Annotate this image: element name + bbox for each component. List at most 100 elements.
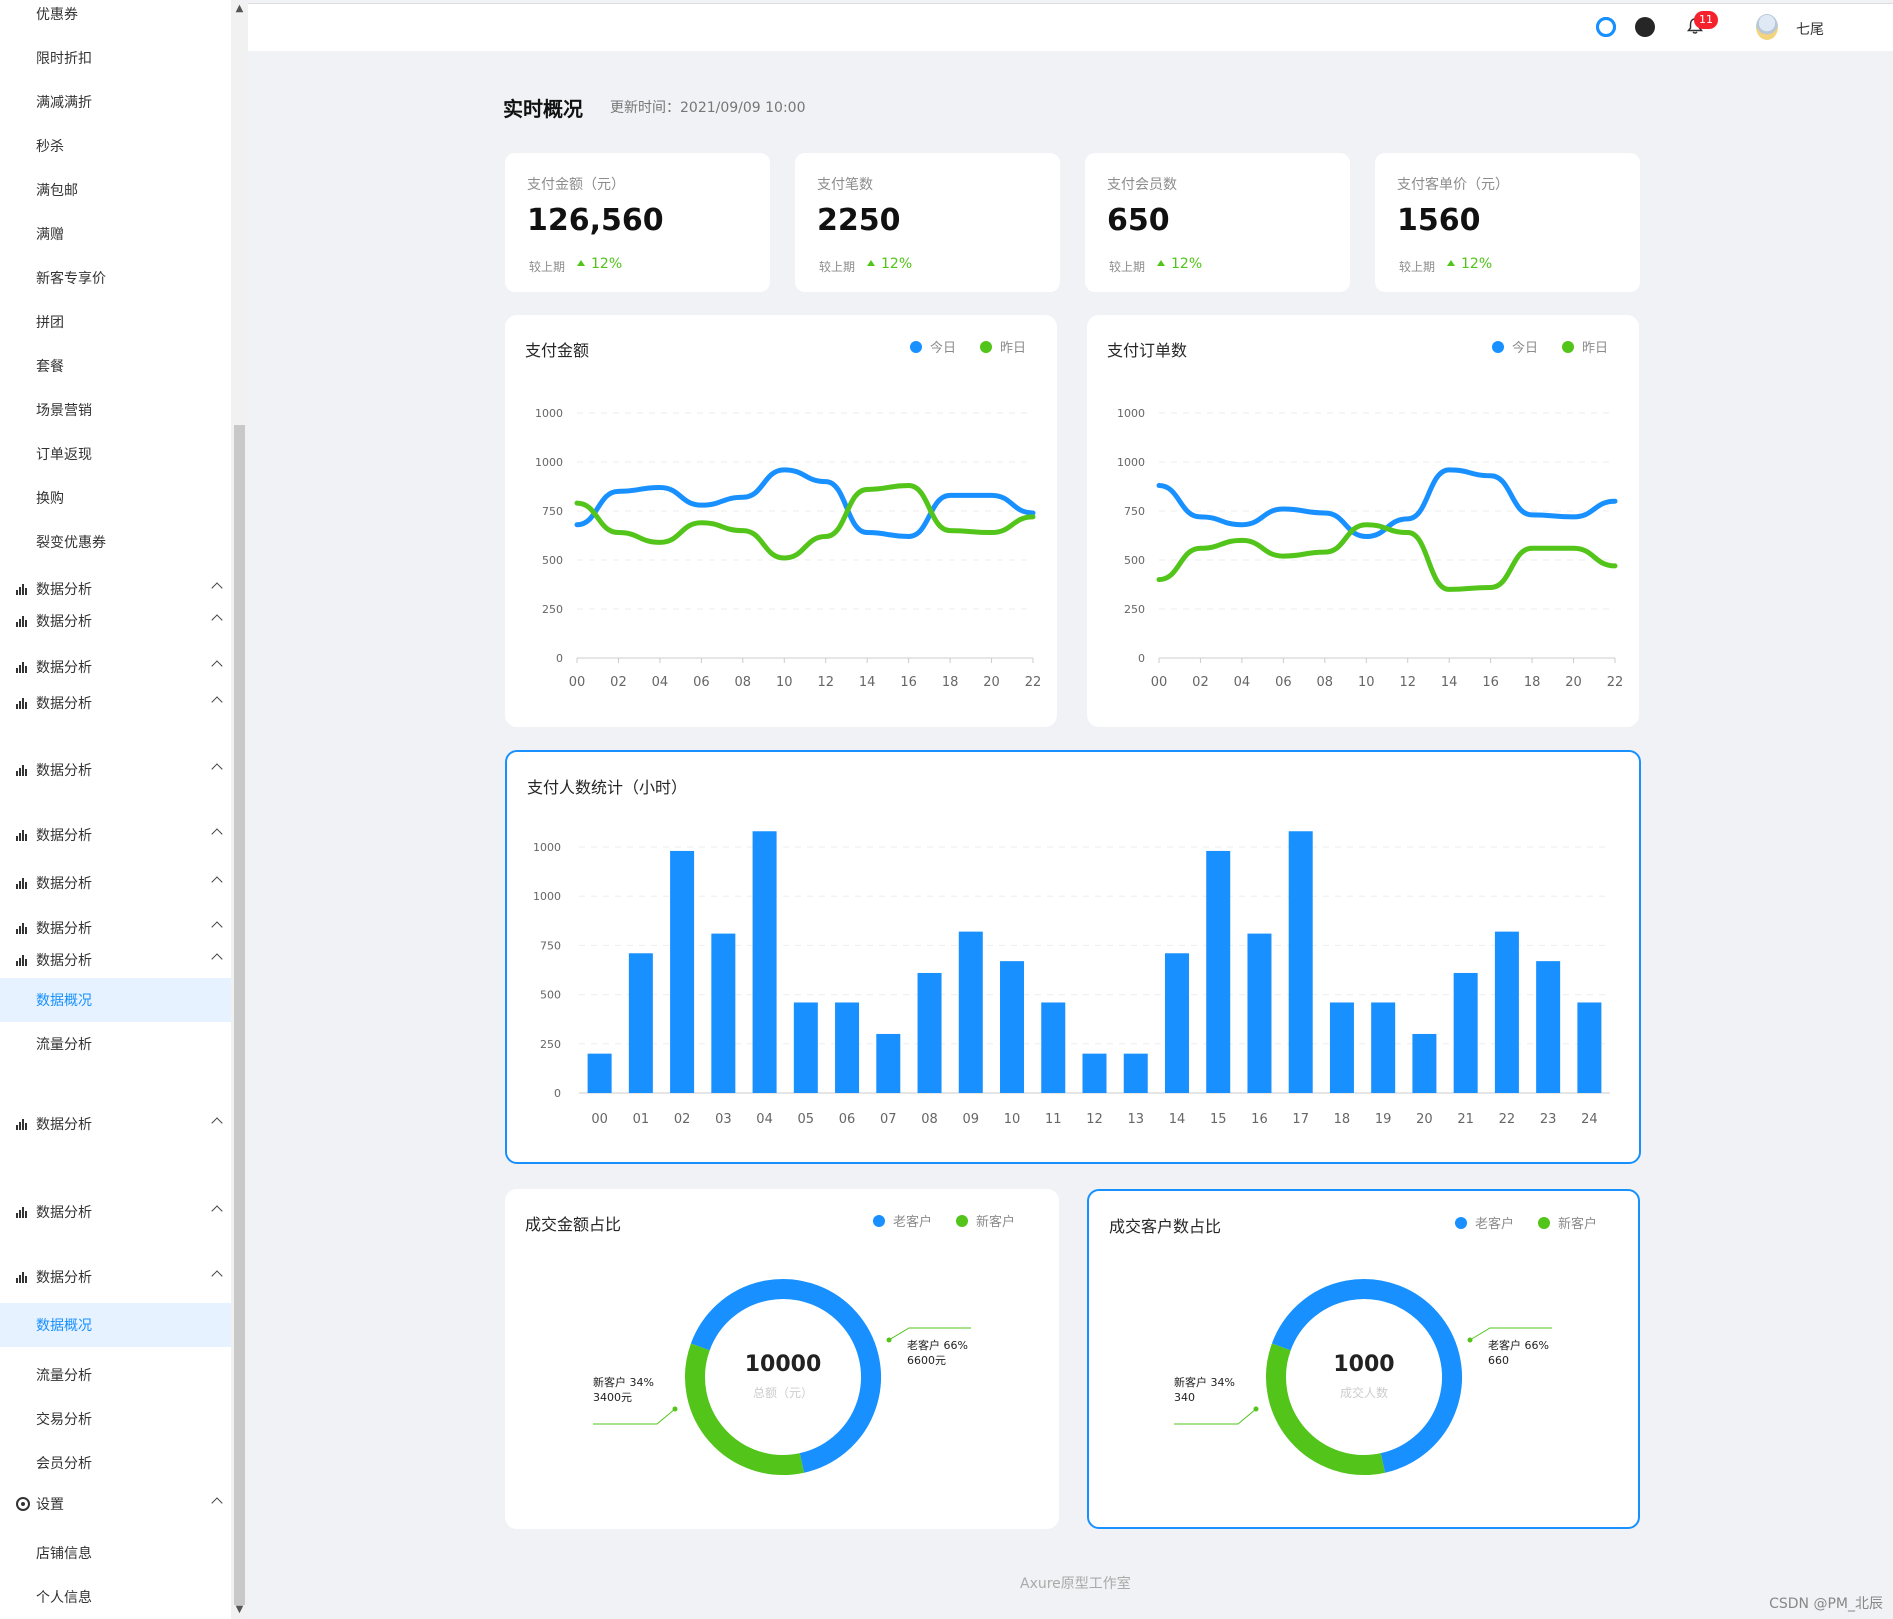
- sidebar-scrollbar[interactable]: ▲ ▼: [231, 0, 248, 1619]
- sidebar-group-data-analysis[interactable]: 数据分析: [0, 1255, 231, 1299]
- sidebar-item[interactable]: 限时折扣: [0, 36, 231, 80]
- sidebar-item-label: 秒杀: [36, 139, 64, 155]
- sidebar-item-label: 数据分析: [36, 876, 92, 892]
- legend-item-yesterday[interactable]: 昨日: [1562, 337, 1608, 356]
- y-tick-label: 1000: [1117, 456, 1145, 469]
- sidebar-item[interactable]: 数据概况: [0, 978, 231, 1022]
- x-tick-label: 14: [1169, 1112, 1186, 1127]
- sidebar-item[interactable]: 换购: [0, 476, 231, 520]
- sidebar-item[interactable]: 数据概况: [0, 1303, 231, 1347]
- sidebar-item[interactable]: 交易分析: [0, 1397, 231, 1441]
- bar-chart-icon: [16, 1118, 30, 1130]
- x-tick-label: 06: [693, 675, 710, 690]
- bar: [1041, 1002, 1066, 1093]
- sidebar-item[interactable]: 满减满折: [0, 80, 231, 124]
- scroll-up-icon[interactable]: ▲: [235, 3, 244, 14]
- sidebar-group-data-analysis[interactable]: 数据分析: [0, 813, 231, 857]
- deal-amount-share-card: 成交金额占比 老客户 新客户 10000 总额（元） 老客户 66% 6600元 新客户…: [505, 1189, 1059, 1529]
- sidebar-group-data-analysis[interactable]: 数据分析: [0, 681, 231, 725]
- sidebar-item[interactable]: 场景营销: [0, 388, 231, 432]
- sidebar-group-settings[interactable]: 设置: [0, 1482, 231, 1526]
- avatar[interactable]: [1756, 14, 1778, 40]
- sidebar-item[interactable]: 流量分析: [0, 1022, 231, 1066]
- sidebar-group-data-analysis[interactable]: 数据分析: [0, 1190, 231, 1234]
- legend-item-new[interactable]: 新客户: [1538, 1213, 1597, 1232]
- label-leader-line: [593, 1408, 676, 1425]
- sidebar-item-label: 数据分析: [36, 763, 92, 779]
- legend-label: 昨日: [1000, 341, 1027, 356]
- kpi-label: 支付笔数: [817, 177, 873, 193]
- sidebar-item-label: 数据分析: [36, 696, 92, 712]
- sidebar-item[interactable]: 订单返现: [0, 432, 231, 476]
- sidebar-item[interactable]: 会员分析: [0, 1441, 231, 1485]
- sidebar-item[interactable]: 拼团: [0, 300, 231, 344]
- sidebar-group-data-analysis[interactable]: 数据分析: [0, 906, 231, 950]
- sidebar-item[interactable]: 裂变优惠券: [0, 520, 231, 564]
- kpi-card-pay-members: 支付会员数 650 较上期 12%: [1085, 153, 1350, 292]
- y-tick-label: 500: [1124, 554, 1145, 567]
- chevron-up-icon[interactable]: [211, 876, 223, 888]
- chevron-up-icon[interactable]: [211, 1270, 223, 1282]
- series-line-today: [574, 467, 1036, 539]
- chevron-up-icon[interactable]: [211, 1117, 223, 1129]
- y-tick-label: 1000: [535, 456, 563, 469]
- chevron-up-icon[interactable]: [211, 582, 223, 594]
- bar: [1082, 1053, 1107, 1093]
- label-dot: [1467, 1337, 1473, 1343]
- x-tick-label: 10: [1358, 675, 1375, 690]
- sidebar-item-label: 优惠券: [36, 7, 78, 23]
- legend-item-today[interactable]: 今日: [1492, 337, 1538, 356]
- legend-item-yesterday[interactable]: 昨日: [980, 337, 1026, 356]
- chevron-up-icon[interactable]: [211, 763, 223, 775]
- theme-dark-icon[interactable]: [1635, 17, 1655, 37]
- chevron-up-icon[interactable]: [211, 614, 223, 626]
- legend-item-old[interactable]: 老客户: [873, 1211, 932, 1230]
- legend-item-new[interactable]: 新客户: [956, 1211, 1015, 1230]
- sidebar-item[interactable]: 新客专享价: [0, 256, 231, 300]
- chevron-up-icon[interactable]: [211, 660, 223, 672]
- sidebar-item[interactable]: 满包邮: [0, 168, 231, 212]
- username[interactable]: 七尾: [1796, 22, 1824, 38]
- x-tick-label: 06: [839, 1112, 856, 1127]
- sidebar-item[interactable]: 套餐: [0, 344, 231, 388]
- sidebar-item[interactable]: 流量分析: [0, 1353, 231, 1397]
- bar: [670, 850, 695, 1093]
- sidebar-group-data-analysis[interactable]: 数据分析: [0, 1102, 231, 1146]
- chart-legend: 今日 昨日: [1492, 337, 1608, 356]
- legend-item-today[interactable]: 今日: [910, 337, 956, 356]
- sidebar-item[interactable]: 秒杀: [0, 124, 231, 168]
- label-leader-line: [1469, 1327, 1552, 1341]
- legend-dot-icon: [1538, 1216, 1551, 1229]
- sidebar-item[interactable]: 优惠券: [0, 0, 231, 36]
- sidebar-item[interactable]: 满赠: [0, 212, 231, 256]
- bar: [1494, 931, 1519, 1093]
- bar-chart-icon: [16, 697, 30, 709]
- x-tick-label: 14: [859, 675, 876, 690]
- x-tick-label: 19: [1375, 1112, 1392, 1127]
- gear-icon: [16, 1497, 30, 1511]
- sidebar-group-data-analysis[interactable]: 数据分析: [0, 861, 231, 905]
- theme-light-icon[interactable]: [1596, 17, 1616, 37]
- chevron-up-icon[interactable]: [211, 921, 223, 933]
- sidebar-group-data-analysis[interactable]: 数据分析: [0, 567, 231, 611]
- sidebar-item[interactable]: 个人信息: [0, 1575, 231, 1619]
- scroll-down-icon[interactable]: ▼: [235, 1604, 244, 1615]
- chevron-up-icon[interactable]: [211, 953, 223, 965]
- pay-amount-line-chart: 0 250 500 750 1000 1000 00 02 04 06 08 10 12 14 16 18 20…: [535, 407, 1041, 690]
- sidebar-group-data-analysis[interactable]: 数据分析: [0, 748, 231, 792]
- chevron-up-icon[interactable]: [211, 828, 223, 840]
- chevron-up-icon[interactable]: [211, 1497, 223, 1509]
- sidebar-group-data-analysis[interactable]: 数据分析: [0, 938, 231, 982]
- label-leader-line: [888, 1327, 971, 1341]
- scrollbar-thumb[interactable]: [234, 425, 245, 1605]
- bar: [958, 931, 983, 1093]
- x-tick-label: 10: [1004, 1112, 1021, 1127]
- x-tick-label: 14: [1441, 675, 1458, 690]
- x-tick-label: 00: [591, 1112, 608, 1127]
- sidebar-item[interactable]: 店铺信息: [0, 1531, 231, 1575]
- chevron-up-icon[interactable]: [211, 1205, 223, 1217]
- legend-item-old[interactable]: 老客户: [1455, 1213, 1514, 1232]
- chevron-up-icon[interactable]: [211, 696, 223, 708]
- sidebar-group-data-analysis[interactable]: 数据分析: [0, 645, 231, 689]
- sidebar-group-data-analysis[interactable]: 数据分析: [0, 599, 231, 643]
